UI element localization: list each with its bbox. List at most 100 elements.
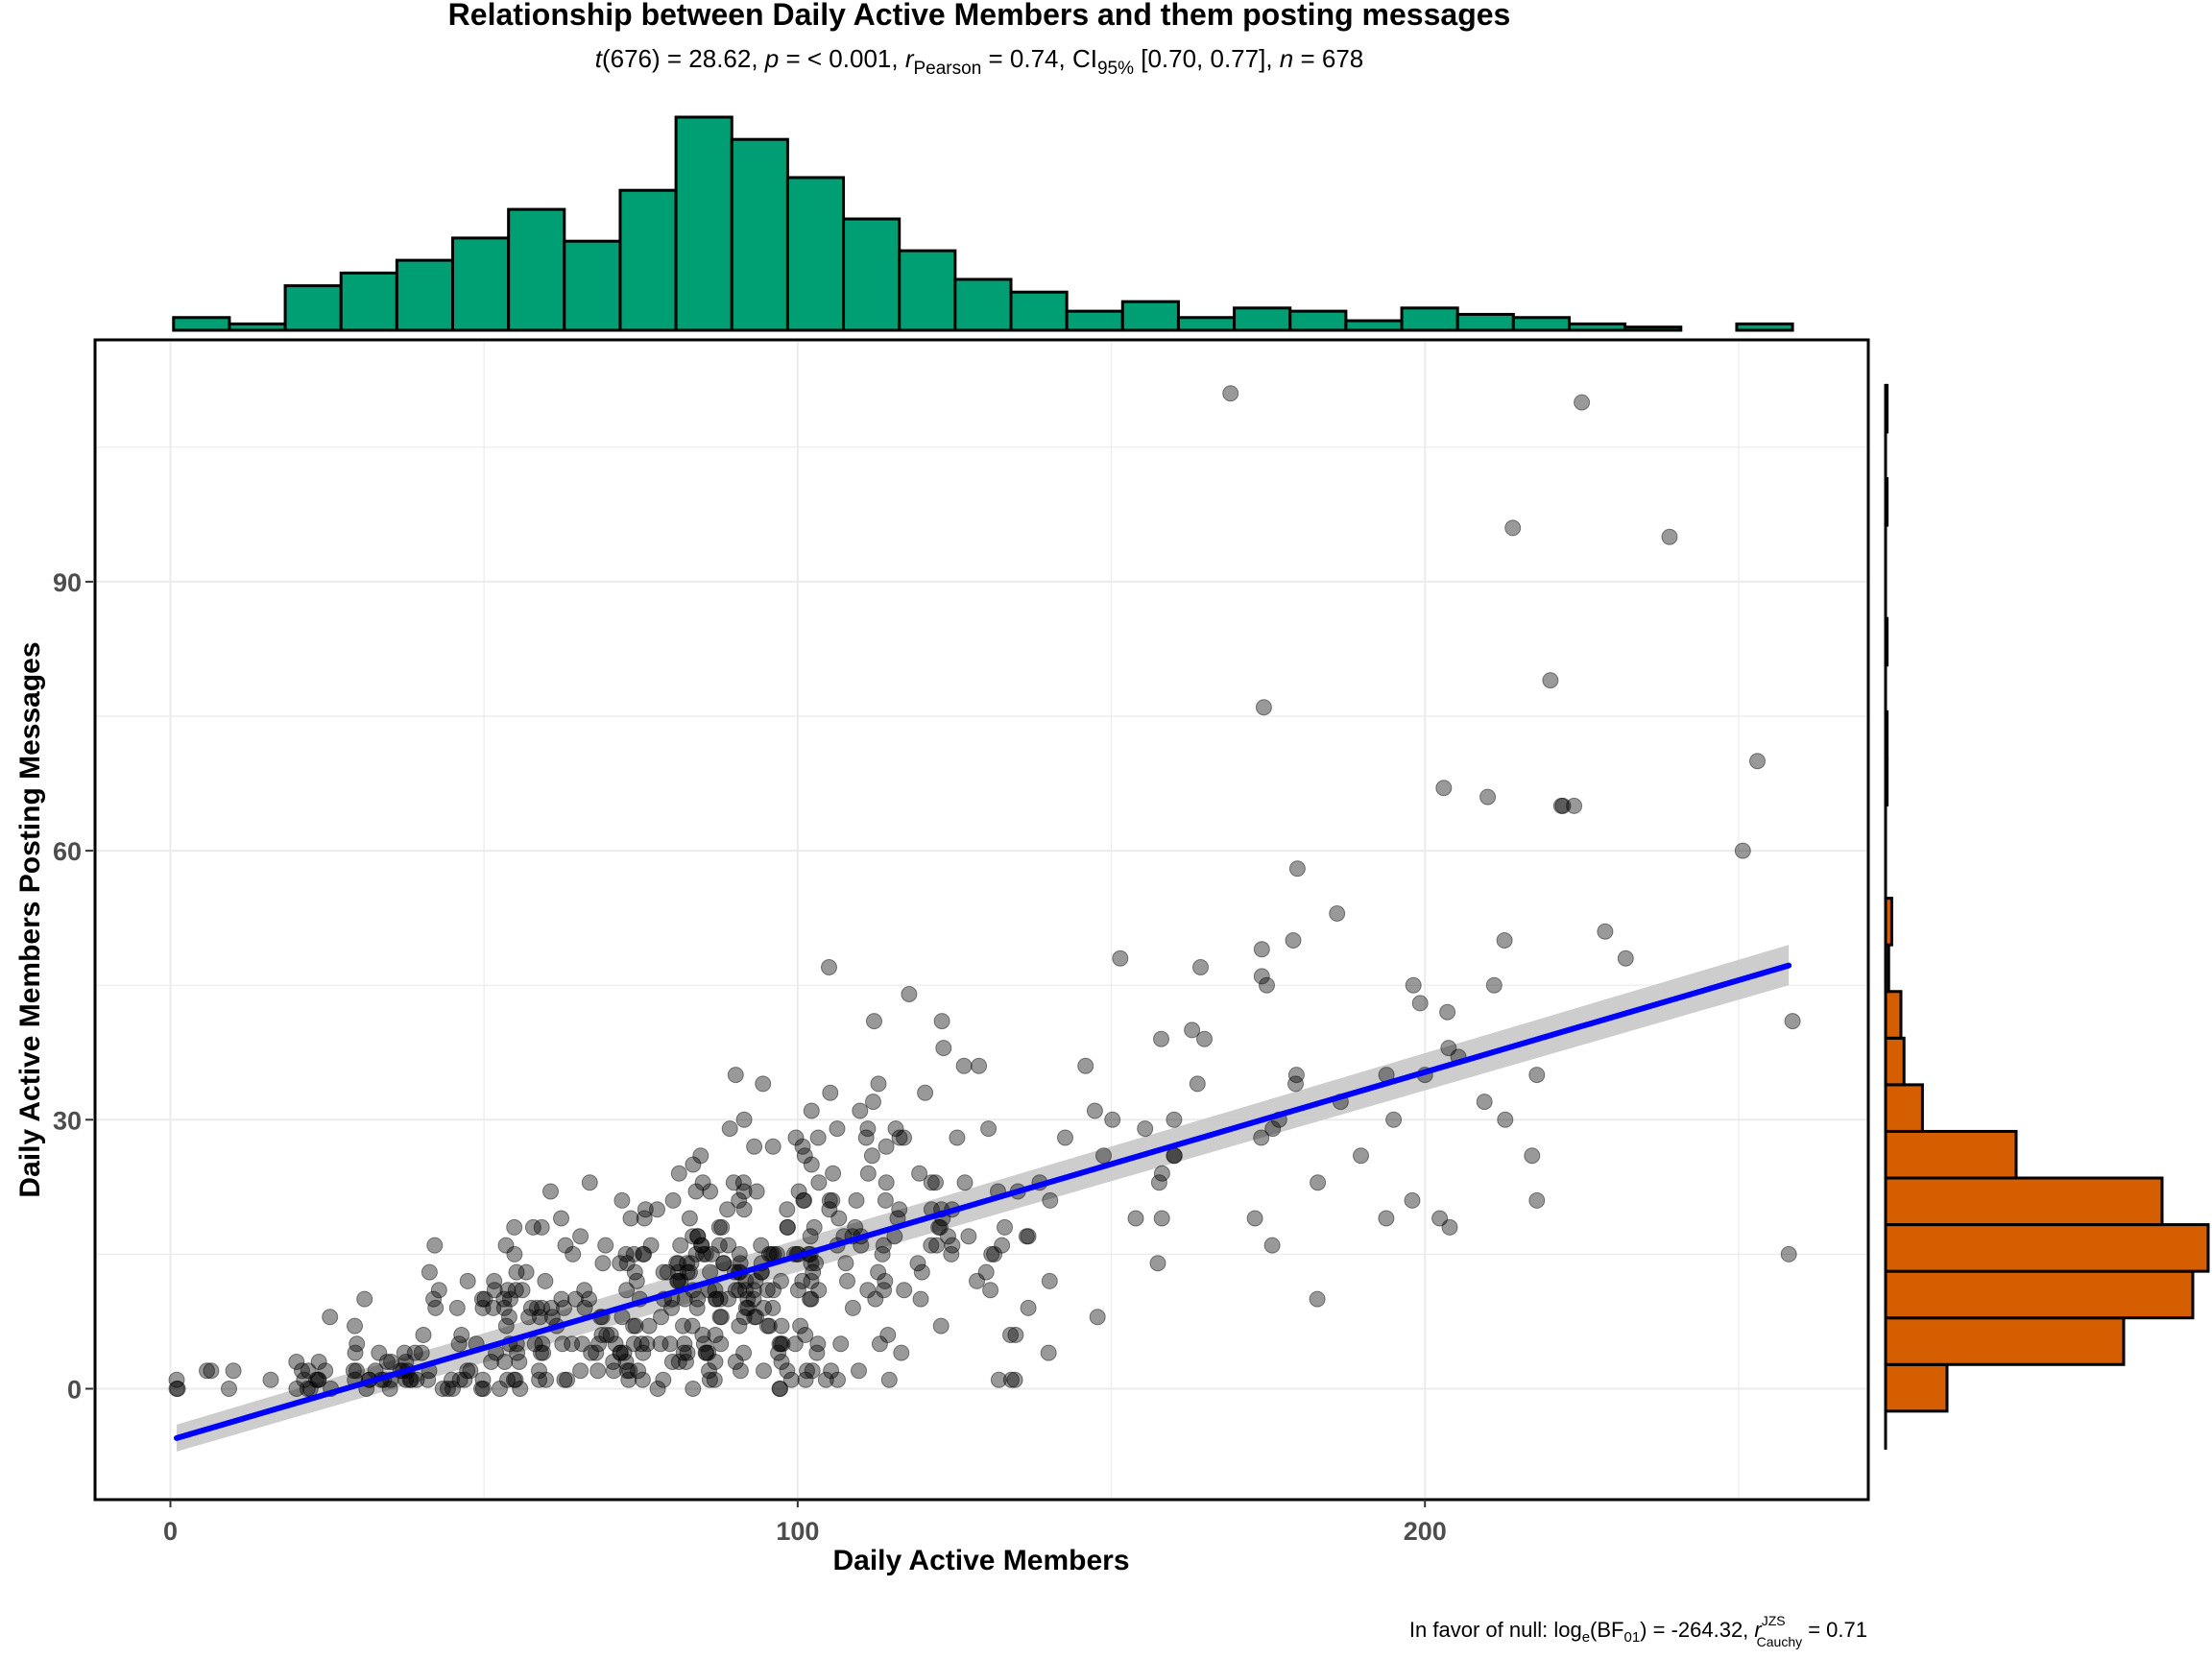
scatter-point [617, 1245, 635, 1262]
scatter-point [748, 1183, 765, 1200]
scatter-point [1020, 1299, 1037, 1316]
scatter-point [715, 1255, 733, 1272]
scatter-point [1149, 1255, 1166, 1272]
scatter-point [678, 1354, 694, 1370]
scatter-point [453, 1327, 470, 1343]
scatter-point [859, 1165, 877, 1182]
scatter-point [1404, 1191, 1421, 1209]
y-histogram-bar [1884, 1176, 2164, 1227]
scatter-point [663, 1299, 680, 1316]
scatter-point [794, 1138, 811, 1155]
scatter-point [692, 1147, 709, 1165]
scatter-point [758, 1317, 776, 1334]
x-histogram-bar [563, 239, 622, 332]
scatter-point [712, 1309, 730, 1326]
chart-subtitle: t(676) = 28.62, p = < 0.001, rPearson = … [595, 44, 1364, 79]
scatter-point [581, 1174, 598, 1191]
scatter-point [496, 1354, 514, 1370]
x-tick-label: 0 [163, 1517, 178, 1546]
y-histogram-bar [1884, 1316, 2126, 1366]
scatter-point [708, 1290, 725, 1308]
scatter-point [875, 1237, 892, 1254]
scatter-point [896, 1282, 913, 1299]
scatter-point [1006, 1371, 1023, 1388]
scatter-point [693, 1237, 710, 1254]
scatter-point [779, 1362, 796, 1380]
scatter-point [930, 1218, 948, 1236]
regression-line [174, 962, 1792, 1441]
chart-title: Relationship between Daily Active Member… [448, 0, 1511, 32]
y-tick-label: 60 [53, 837, 82, 866]
scatter-point [809, 1335, 827, 1353]
scatter-point [505, 1371, 522, 1388]
scatter-point [444, 1371, 460, 1388]
scatter-point [620, 1371, 637, 1388]
scatter-point [507, 1282, 524, 1299]
scatter-point [687, 1245, 705, 1262]
scatter-point [701, 1371, 718, 1388]
scatter-point [1496, 932, 1513, 949]
scatter-point [739, 1290, 757, 1308]
scatter-point [735, 1183, 753, 1200]
scatter-point [695, 1245, 712, 1262]
scatter-point [594, 1255, 612, 1272]
scatter-point [687, 1183, 705, 1200]
scatter-point [708, 1290, 725, 1308]
x-histogram-bar [1009, 290, 1069, 332]
scatter-point [710, 1218, 728, 1236]
scatter-point [689, 1228, 707, 1245]
scatter-point [700, 1344, 717, 1361]
scatter-point [553, 1290, 570, 1308]
scatter-point [381, 1381, 398, 1397]
scatter-point [509, 1344, 526, 1361]
scatter-point [706, 1371, 723, 1388]
scatter-point [538, 1371, 555, 1388]
scatter-point [638, 1335, 656, 1353]
scatter-point [676, 1290, 693, 1308]
x-histogram-bar [339, 271, 398, 332]
scatter-point [944, 1237, 961, 1254]
scatter-point [653, 1309, 669, 1326]
scatter-point [876, 1282, 893, 1299]
scatter-point [589, 1362, 607, 1380]
y-histogram-bar [1884, 1036, 1906, 1087]
scatter-point [203, 1362, 220, 1380]
scatter-point [593, 1327, 611, 1343]
scatter-point [727, 1282, 744, 1299]
scatter-point [731, 1191, 748, 1209]
scatter-point [625, 1335, 642, 1353]
scatter-point [780, 1218, 796, 1236]
scatter-point [588, 1344, 605, 1361]
scatter-point [553, 1210, 569, 1227]
scatter-point [1411, 995, 1429, 1012]
scatter-point [462, 1362, 479, 1380]
scatter-point [877, 1191, 894, 1209]
scatter-point [1057, 1129, 1073, 1146]
scatter-point [940, 1228, 956, 1245]
scatter-point [1166, 1111, 1183, 1128]
scatter-point [1485, 976, 1503, 994]
scatter-point [874, 1245, 891, 1262]
x-histogram-bar [1623, 325, 1683, 332]
scatter-point [448, 1299, 466, 1316]
scatter-point [867, 1290, 884, 1308]
scatter-point [502, 1290, 518, 1308]
scatter-point [635, 1245, 652, 1262]
scatter-point [711, 1290, 729, 1308]
scatter-point [476, 1290, 493, 1308]
scatter-point [1784, 1013, 1801, 1030]
y-histogram-bar [1884, 943, 1890, 994]
scatter-point [583, 1344, 600, 1361]
scatter-point [1378, 1210, 1395, 1227]
scatter-point [1150, 1174, 1167, 1191]
scatter-point [1528, 1191, 1546, 1209]
scatter-point [735, 1201, 753, 1218]
scatter-point [727, 1354, 744, 1370]
scatter-point [711, 1309, 729, 1326]
scatter-point [933, 1013, 950, 1030]
scatter-point [564, 1335, 581, 1353]
scatter-point [473, 1381, 490, 1397]
confidence-band-area [177, 945, 1790, 1452]
scatter-point [625, 1245, 642, 1262]
scatter-point [1192, 959, 1209, 975]
